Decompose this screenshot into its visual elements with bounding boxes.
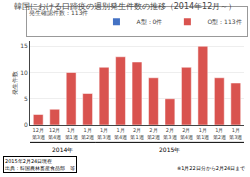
- svg-text:1月第2週: 1月第2週: [81, 127, 94, 140]
- svg-text:1月第3週: 1月第3週: [229, 127, 242, 140]
- svg-text:10: 10: [20, 69, 28, 76]
- svg-text:5: 5: [24, 95, 28, 102]
- svg-text:1月第2週: 1月第2週: [213, 127, 226, 140]
- svg-text:12月第3週: 12月第3週: [32, 127, 45, 140]
- svg-text:2014年: 2014年: [52, 146, 73, 153]
- svg-text:0: 0: [24, 121, 28, 128]
- svg-text:1月第1週: 1月第1週: [65, 127, 78, 140]
- svg-text:2月第2週: 2月第2週: [147, 127, 160, 140]
- svg-text:O型：113件: O型：113件: [207, 18, 241, 25]
- svg-text:2月第4週: 2月第4週: [180, 127, 193, 140]
- svg-text:12月第4週: 12月第4週: [48, 127, 61, 140]
- svg-text:2月第3週: 2月第3週: [163, 127, 176, 140]
- svg-text:韓国における口蹄疫の週別発生件数の推移（2014年12月～）: 韓国における口蹄疫の週別発生件数の推移（2014年12月～）: [14, 2, 237, 11]
- svg-text:2月第1週: 2月第1週: [130, 127, 143, 140]
- svg-text:A型：0件: A型：0件: [136, 18, 162, 25]
- svg-text:2015年: 2015年: [159, 146, 180, 153]
- svg-text:1月第1週: 1月第1週: [196, 127, 209, 140]
- svg-text:発生確認件数：113件: 発生確認件数：113件: [29, 9, 88, 16]
- svg-text:発生件数: 発生件数: [11, 71, 18, 95]
- svg-text:1月第4週: 1月第4週: [114, 127, 127, 140]
- svg-text:1月第3週: 1月第3週: [97, 127, 110, 140]
- svg-text:2015年2月24日現在出典：韓国農林畜産食品部 等: 2015年2月24日現在出典：韓国農林畜産食品部 等: [5, 158, 75, 171]
- svg-text:※1月22日分から2月24日まで: ※1月22日分から2月24日まで: [177, 165, 246, 171]
- svg-text:15: 15: [20, 42, 28, 49]
